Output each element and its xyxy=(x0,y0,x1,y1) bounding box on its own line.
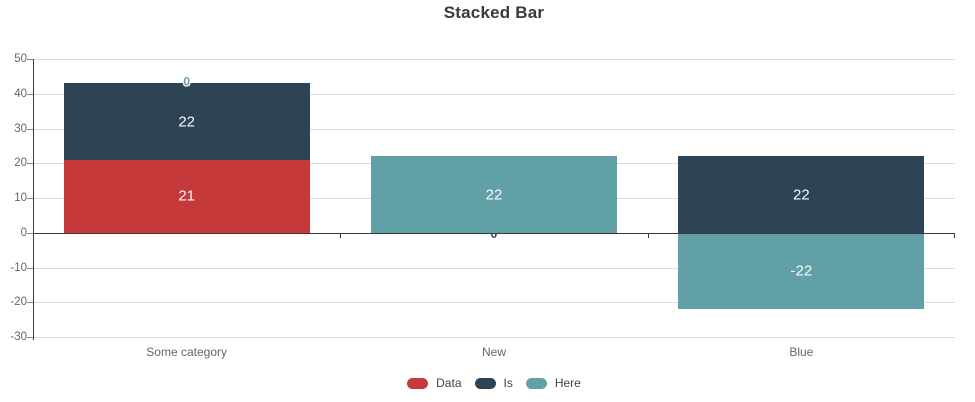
bar-segment-here-3[interactable] xyxy=(678,232,925,310)
legend-swatch-icon xyxy=(407,377,429,389)
y-axis-tick-label: 50 xyxy=(14,53,27,65)
y-axis-tick-label: -20 xyxy=(10,296,27,309)
gridline xyxy=(33,337,955,338)
bar-value-label: -22 xyxy=(790,262,813,280)
y-axis-tick-label: -30 xyxy=(10,331,27,343)
zero-baseline xyxy=(33,232,955,234)
zero-value-label: 0 xyxy=(183,74,190,89)
gridline xyxy=(33,59,955,60)
zero-value-label: 0 xyxy=(490,226,498,241)
legend-item-data[interactable]: Data xyxy=(407,376,462,390)
bar-value-label: 22 xyxy=(178,113,195,131)
y-axis-tick-label: 30 xyxy=(14,122,27,135)
gridline xyxy=(33,128,955,130)
x-axis-tickmark xyxy=(954,232,955,238)
x-axis-category-label: New xyxy=(481,345,507,359)
bar-segment-is-3[interactable] xyxy=(678,156,925,233)
y-axis-tick-label: 10 xyxy=(14,192,27,204)
bar-value-label: 21 xyxy=(178,187,195,205)
x-axis-category-label: Some category xyxy=(146,345,228,359)
bar-segment-here-2[interactable] xyxy=(371,156,617,233)
bar-value-label: 22 xyxy=(485,186,503,204)
legend-item-is[interactable]: Is xyxy=(474,376,513,390)
chart-title: Stacked Bar xyxy=(443,3,545,22)
bar-segment-data-1[interactable] xyxy=(63,159,310,233)
legend: Data Is Here xyxy=(33,376,955,390)
y-axis-tick-label: 0 xyxy=(20,226,27,239)
y-axis-tick-label: 20 xyxy=(14,157,27,170)
x-axis-tickmark xyxy=(33,232,34,238)
legend-item-here[interactable]: Here xyxy=(525,376,581,390)
y-axis-tick-label: -10 xyxy=(10,261,27,274)
gridline xyxy=(33,267,955,269)
legend-item-label: Data xyxy=(436,376,462,390)
legend-swatch-icon xyxy=(474,377,496,389)
legend-item-label: Is xyxy=(503,376,513,390)
legend-item-label: Here xyxy=(554,376,581,390)
x-axis-tickmark xyxy=(647,232,649,238)
x-axis-category-label: Blue xyxy=(789,345,814,359)
bar-value-label: 22 xyxy=(792,186,810,204)
gridline xyxy=(33,302,955,304)
plot-area: 21 22 22 22 -22 0 0 xyxy=(33,59,955,340)
x-axis-tickmark xyxy=(340,232,342,238)
y-axis-tick-label: 40 xyxy=(14,87,27,100)
legend-swatch-icon xyxy=(525,377,547,389)
gridline xyxy=(33,93,955,95)
bar-segment-is-1[interactable] xyxy=(63,83,310,160)
y-axis-line xyxy=(33,59,34,340)
